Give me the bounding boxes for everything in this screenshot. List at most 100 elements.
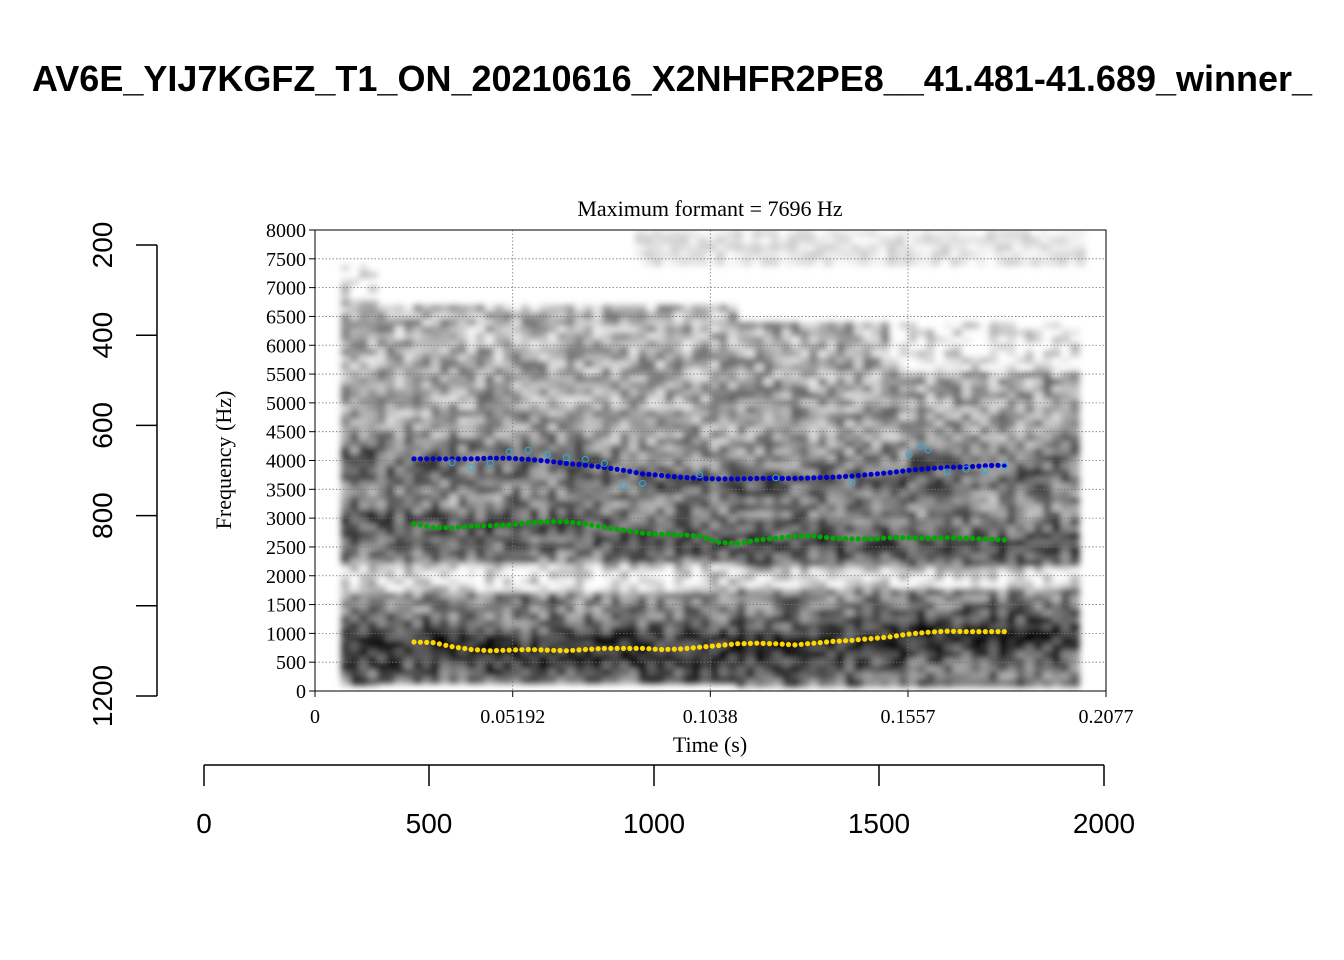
formant-point [639,645,646,652]
formant-point [430,640,436,646]
raw-formant-point [448,459,456,467]
formant-point [513,521,519,527]
formant-point [811,533,817,539]
formant-point [735,641,741,647]
formant-point [785,534,792,540]
formant-point [938,535,944,541]
y-tick-label: 2000 [266,566,306,588]
formant-point [544,647,550,653]
raw-formant-point [505,448,513,456]
formant-point [506,455,512,461]
y-tick-label: 7500 [266,249,306,271]
formant-point [982,463,988,469]
formant-point [931,535,938,541]
formant-point [792,475,798,481]
formant-point [849,637,855,643]
formant-point [678,474,684,480]
formant-point [887,470,893,476]
formant-point [690,645,696,651]
y-tick-label: 6000 [266,335,306,357]
formant-point [538,457,544,464]
formant-point [843,473,849,479]
formant-point [925,629,931,635]
formant-point [500,522,506,528]
formant-point [766,475,773,481]
formant-point [538,647,544,653]
formant-point [950,535,957,541]
formant-point [989,462,995,469]
formant-point [747,476,754,482]
formant-point [424,523,430,529]
outer-x-tick-label: 1500 [848,808,910,839]
formant-point [493,455,500,461]
formant-point [957,628,963,635]
formant-point [570,647,576,653]
series-f1 [411,628,1007,654]
formant-point [830,474,836,480]
outer-x-tick-label: 1000 [623,808,685,839]
raw-formant-point [467,463,475,471]
formant-point [817,534,823,540]
raw-formant-point [848,478,856,486]
formant-point [652,531,658,537]
formant-point [443,456,449,462]
formant-point [868,471,874,477]
formant-point [709,537,715,543]
formant-point [747,640,754,647]
formant-point [722,642,728,648]
formant-point [881,470,887,476]
y-tick-label: 1500 [266,595,306,617]
formant-point [481,523,487,529]
formant-point [887,535,893,541]
formant-point [544,519,550,525]
formant-point [716,539,722,545]
formant-point [443,642,449,648]
raw-formant-point [962,465,970,473]
formant-point [684,645,690,652]
formant-point [874,471,881,477]
y-tick-label: 5500 [266,364,306,386]
formant-point [925,466,931,472]
x-axis-label: Time (s) [673,732,747,757]
formant-point [582,462,589,468]
formant-point [532,647,538,653]
formant-point [627,468,633,474]
formant-point [659,472,665,479]
formant-point [709,476,715,482]
formant-point [620,527,627,533]
formant-point [862,472,868,478]
formant-point [811,475,817,481]
formant-point [576,520,582,526]
formant-point [500,455,506,461]
formant-point [620,467,627,473]
formant-point [513,647,519,653]
formant-point [563,460,570,466]
formant-point [474,456,481,462]
formant-point [944,535,950,541]
formant-point [468,523,474,529]
y-tick-label: 0 [296,681,306,703]
formant-point [868,536,874,542]
formant-point [779,475,785,481]
raw-formant-point [696,471,704,479]
x-tick-label: 0.1038 [683,706,738,728]
formant-point [970,629,976,635]
formant-point [836,638,842,644]
formant-point [614,645,620,652]
outer-x-axis: 0 500 1000 1500 2000 [196,764,1135,839]
formant-point [887,634,893,640]
outer-x-tick-label: 500 [406,808,453,839]
formant-point [500,647,506,653]
formant-point [671,646,677,652]
formant-point [678,646,684,652]
y-tick-label: 2500 [266,537,306,559]
formant-point [716,476,722,482]
formant-point [532,519,538,526]
formant-point [716,642,722,649]
formant-point [754,537,760,543]
formant-point [614,526,620,532]
formant-point [659,531,665,537]
raw-formant-point [917,442,924,450]
formant-point [989,629,995,635]
y-tick-label: 1000 [266,623,306,645]
